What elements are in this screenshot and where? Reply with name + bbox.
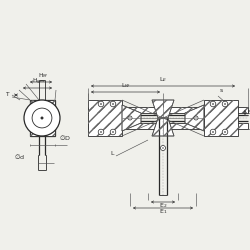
Circle shape [24, 100, 60, 136]
Circle shape [100, 103, 102, 105]
Circle shape [41, 117, 43, 119]
Circle shape [112, 131, 114, 133]
Circle shape [210, 101, 216, 107]
Text: E$_2$: E$_2$ [159, 201, 167, 210]
Text: H$_M$: H$_M$ [38, 71, 48, 80]
Circle shape [194, 116, 198, 120]
Text: L: L [110, 151, 114, 156]
Text: s: s [220, 88, 223, 93]
Bar [88, 123, 248, 129]
Circle shape [224, 103, 226, 105]
Circle shape [110, 129, 116, 135]
Bar [88, 100, 122, 136]
Text: T: T [6, 92, 9, 98]
Text: $\varnothing$d: $\varnothing$d [14, 152, 25, 161]
Bar [88, 100, 122, 136]
Text: $\varnothing$D: $\varnothing$D [59, 133, 71, 142]
Polygon shape [122, 105, 141, 131]
Circle shape [100, 131, 102, 133]
Bar [88, 107, 248, 113]
Bar [30, 100, 55, 106]
Text: E$_3$: E$_3$ [247, 108, 250, 117]
Bar [30, 130, 55, 136]
Bar [88, 123, 248, 129]
Bar [30, 130, 55, 136]
Circle shape [224, 131, 226, 133]
Polygon shape [185, 105, 204, 131]
Circle shape [128, 116, 132, 120]
Bar [204, 100, 238, 136]
Circle shape [110, 101, 116, 107]
Circle shape [222, 129, 228, 135]
Circle shape [212, 131, 214, 133]
Text: E$_1$: E$_1$ [159, 207, 167, 216]
Circle shape [210, 129, 216, 135]
Text: L$_E$: L$_E$ [159, 75, 167, 84]
Circle shape [112, 103, 114, 105]
Bar [204, 100, 238, 136]
Polygon shape [152, 100, 174, 118]
Text: H$_{ges.}$: H$_{ges.}$ [32, 77, 47, 87]
Circle shape [222, 101, 228, 107]
Circle shape [212, 103, 214, 105]
Circle shape [98, 129, 104, 135]
Circle shape [162, 147, 164, 149]
Bar [88, 107, 248, 113]
Circle shape [98, 101, 104, 107]
Circle shape [32, 108, 52, 128]
Text: L$_W$: L$_W$ [121, 81, 130, 90]
Bar [30, 100, 55, 106]
Polygon shape [152, 118, 174, 136]
Circle shape [160, 146, 166, 150]
